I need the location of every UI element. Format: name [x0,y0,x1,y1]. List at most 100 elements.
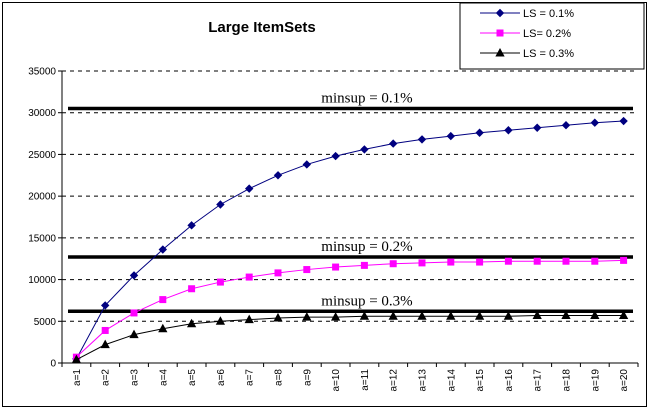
data-point [532,310,542,319]
data-point [100,339,110,349]
data-point [533,257,541,265]
data-point [591,257,599,265]
data-point [274,269,282,277]
data-point [216,278,224,286]
data-point [71,354,82,364]
x-tick-label: a=3 [130,369,141,386]
x-tick-label: a=4 [158,369,169,386]
data-point [303,266,311,274]
data-point [188,285,196,293]
data-point [496,29,504,37]
data-point [159,296,167,304]
data-point [417,135,427,144]
series-2 [72,256,628,361]
data-point [245,273,253,281]
x-tick-label: a=8 [274,369,285,386]
data-point [244,184,254,193]
reference-label: minsup = 0.3% [321,293,412,309]
data-point [590,118,600,127]
series-line [76,259,624,358]
legend: LS = 0.1% LS= 0.2% LS = 0.3% [459,2,645,70]
x-tick-label: a=5 [187,369,198,386]
data-point [590,310,600,319]
data-point [331,151,340,161]
data-point [504,126,513,135]
x-tick-label: a=7 [245,369,256,386]
reference-label: minsup = 0.1% [321,91,412,107]
x-tick-label: a=16 [504,369,515,392]
x-tick-label: a=1 [72,369,83,386]
data-point [474,311,485,320]
data-point [186,318,197,328]
data-point [215,316,226,325]
data-point [100,301,110,310]
series-group [71,116,629,364]
reference-lines: minsup = 0.1% minsup = 0.2% minsup = 0.3% [68,91,633,314]
data-point [619,116,628,126]
series-3 [71,310,629,364]
data-point [158,323,168,333]
data-point [503,311,514,320]
x-tick-label: a=12 [389,369,400,392]
legend-label: LS = 0.3% [523,48,574,60]
legend-label: LS= 0.2% [523,28,571,40]
x-tick-label: a=11 [360,369,371,391]
series-line [75,120,624,360]
x-tick-label: a=9 [302,369,313,386]
data-point [620,256,628,264]
data-point [101,326,109,334]
y-tick-label: 30000 [28,108,56,119]
data-point [273,171,283,180]
data-point [532,123,542,132]
data-point [302,160,312,169]
legend-box [459,2,645,70]
data-point [562,257,570,265]
x-tick-label: a=17 [533,369,544,392]
y-tick-label: 10000 [28,275,56,286]
chart-title: Large ItemSets [208,19,316,36]
data-point [158,245,168,254]
series-line [76,314,624,361]
y-tick-label: 15000 [28,233,56,244]
data-point [216,200,225,209]
data-point [446,311,456,320]
x-tick-label: a=10 [331,369,342,392]
y-tick-label: 5000 [34,317,57,328]
data-point [495,8,505,18]
x-tick-label: a=13 [418,369,429,392]
data-point [244,314,254,324]
data-point [332,263,340,271]
data-point [447,258,455,266]
data-point [388,311,398,320]
data-point [130,309,138,317]
reference-label: minsup = 0.2% [321,239,412,255]
data-point [618,310,629,319]
data-point [417,311,427,320]
x-tick-label: a=6 [216,369,227,386]
y-tick-label: 0 [50,359,56,370]
data-point [129,329,139,339]
data-point [129,271,139,280]
data-point [418,259,426,267]
data-point [302,312,312,321]
data-point [561,121,571,130]
data-point [359,311,370,320]
data-point [330,312,341,321]
data-point [561,310,571,319]
data-point [360,261,368,269]
x-tick-label: a=19 [590,369,601,392]
data-point [476,258,484,266]
y-tick-label: 35000 [28,67,56,78]
axes: 0 5000 10000 15000 20000 25000 30000 35000 a=1 a=… [28,67,639,392]
y-tick-label: 20000 [28,192,56,203]
data-point [360,145,369,154]
data-point [187,221,196,230]
data-point [504,257,512,265]
legend-label: LS = 0.1% [523,8,574,20]
data-point [475,128,484,137]
grid-lines [62,70,638,322]
data-point [495,47,505,57]
x-tick-label: a=15 [475,369,486,392]
data-point [388,139,398,148]
